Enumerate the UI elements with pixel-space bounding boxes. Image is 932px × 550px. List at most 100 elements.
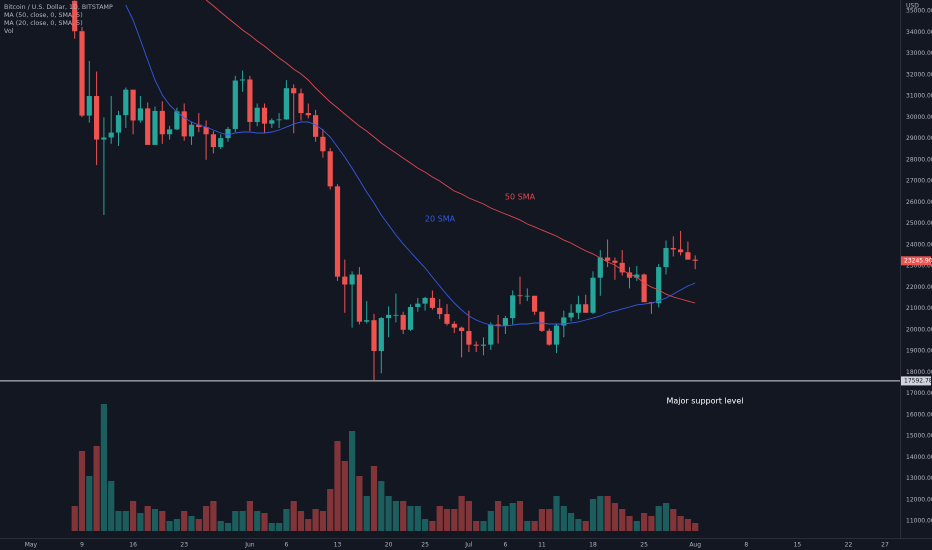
x-tick-label: 6 [284,542,288,549]
x-tick-label: 25 [421,542,429,549]
volume-bar [443,509,451,531]
candle-body [656,267,662,304]
volume-bar [217,521,224,531]
candle-body [459,327,465,332]
candle-body [145,108,151,145]
candle-body [86,96,92,116]
volume-bar [611,503,618,531]
candle-body [320,136,326,152]
volume-bar [93,446,100,531]
volume-bar [692,523,699,531]
x-tick-label: Jul [464,542,473,549]
volume-bar [203,506,210,531]
candle-body [232,80,238,129]
legend-entry: MA (20, close, 0, SMA, 5) [4,20,83,27]
volume-bar [619,509,626,531]
candle-body [480,344,487,346]
volume-bar [239,511,246,531]
y-tick-label: 33000.00 [906,50,932,57]
volume-bar [626,516,633,531]
candle-body [524,295,530,297]
candle-body [546,330,552,345]
legend-entry: MA (50, close, 0, SMA, 5) [4,12,83,19]
x-tick-label: 27 [881,542,889,549]
candle-body [123,89,129,116]
volume-bar [641,513,648,531]
volume-bar [662,503,670,531]
volume-bar [108,481,115,531]
candle-body [619,262,625,273]
y-tick-label: 28000.00 [906,156,932,163]
axis-unit: USD [906,3,919,10]
x-tick-label: 18 [589,542,597,549]
y-tick-label: 14000.00 [906,454,932,461]
volume-bar [166,521,173,531]
candle-body [605,257,611,261]
volume-bar [597,496,604,531]
candle-body [72,0,78,32]
candle-body [517,295,523,297]
volume-bar [553,496,560,531]
volume-bar [422,519,429,531]
x-tick-label: 11 [538,542,546,549]
candle-body [437,307,443,315]
candle-body [254,107,260,122]
candle-body [349,274,355,285]
volume-bar [115,511,122,531]
volume-bar [188,516,195,531]
volume-bar [71,506,78,531]
candle-body [583,304,589,313]
candle-body [575,304,581,313]
volume-bar [297,511,305,531]
y-tick-label: 19000.00 [906,348,932,355]
volume-bar [356,476,363,531]
volume-bar [473,521,480,531]
x-tick-label: Aug [689,542,701,549]
candle-body [79,31,85,116]
candle-body [159,110,165,135]
volume-bar [509,503,516,531]
candle-body [663,247,669,268]
volume-bar [502,506,509,531]
volume-bar [327,489,334,531]
x-tick-label: 22 [845,542,853,549]
volume-bar [305,519,312,531]
candle-body [364,320,370,322]
candle-body [261,107,268,124]
y-tick-label: 22000.00 [906,284,932,291]
volume-bar [349,431,356,531]
volume-bar [100,404,107,531]
candle-body [451,323,457,328]
y-tick-label: 32000.00 [906,71,932,78]
candle-body [203,127,209,135]
candle-body [130,89,136,121]
volume-bar [283,509,290,531]
chart-title: Bitcoin / U.S. Dollar, 1D, BITSTAMP [4,4,113,11]
candle-body [313,115,319,137]
candle-body [327,151,333,187]
volume-bar [414,506,421,531]
volume-bar [334,441,341,531]
x-tick-label: 6 [503,542,507,549]
volume-bar [378,481,385,531]
volume-bar [144,506,151,531]
candle-body [378,318,384,352]
y-tick-label: 16000.00 [906,411,932,418]
candle-body [444,314,450,324]
candle-body [612,260,618,263]
volume-bar [86,476,93,531]
volume-bar [246,501,253,531]
annotation: 20 SMA [425,215,456,224]
x-tick-label: 20 [385,542,393,549]
y-tick-label: 11000.00 [906,518,932,525]
candle-body [495,324,501,326]
volume-bar [224,523,232,531]
candle-body [181,111,187,137]
legend-entry: Vol [4,28,14,35]
x-tick-label: Jun [244,542,255,549]
candle-body [568,312,574,318]
y-tick-label: 18000.00 [906,369,932,376]
moving-average [205,0,696,304]
candle-body [342,276,348,285]
candle-body [283,88,289,120]
